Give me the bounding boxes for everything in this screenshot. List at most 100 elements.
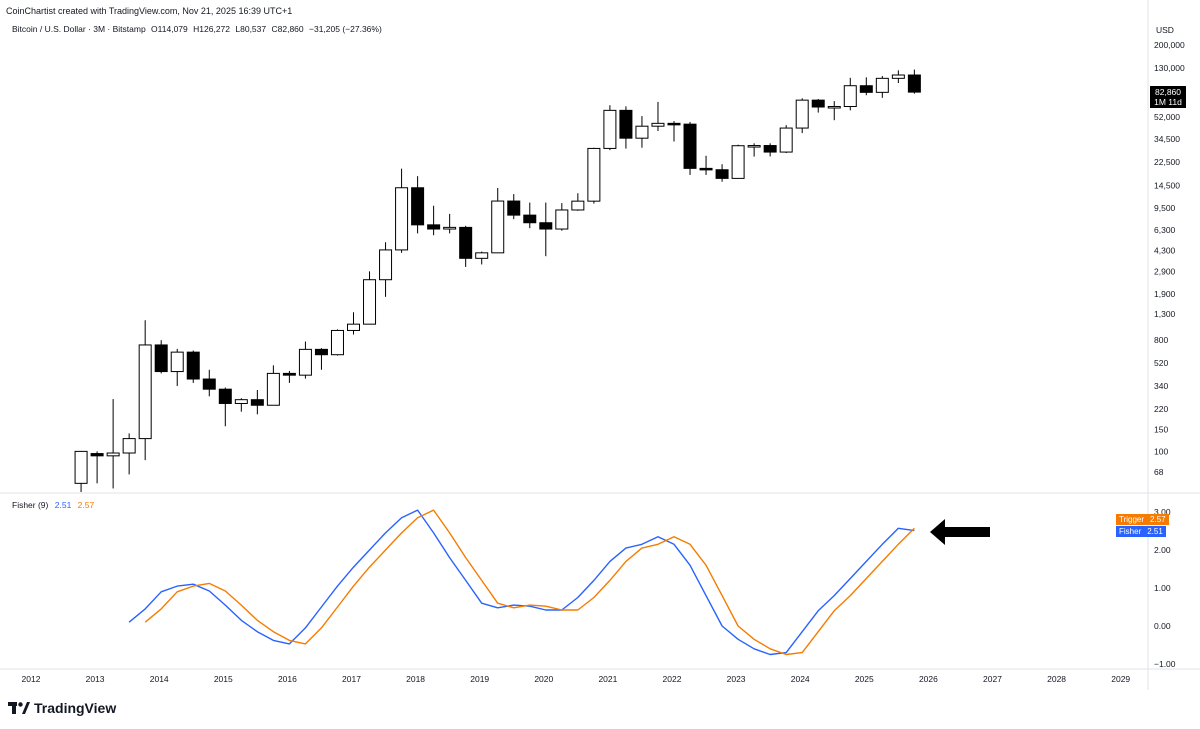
price-tick-label: 52,000 xyxy=(1154,112,1180,122)
candle-body-up xyxy=(363,279,377,325)
fisher-tag-label: Fisher xyxy=(1119,527,1142,536)
candle xyxy=(507,194,521,220)
candle-body-up xyxy=(827,106,841,109)
time-tick-label: 2012 xyxy=(22,674,41,684)
time-tick-label: 2022 xyxy=(663,674,682,684)
candle xyxy=(795,98,809,134)
candle xyxy=(587,147,601,204)
time-tick-label: 2019 xyxy=(470,674,489,684)
candle xyxy=(459,225,473,267)
candle-body-down xyxy=(427,224,441,230)
candle-body-up xyxy=(106,452,120,457)
candle-body-up xyxy=(379,249,393,281)
high-value: H126,272 xyxy=(193,24,231,34)
candle-body-down xyxy=(811,99,825,108)
candle xyxy=(827,101,841,121)
price-tick-label: 2,900 xyxy=(1154,266,1176,276)
fisher-axis: 3.00 2.00 1.00 0.00 −1.00 xyxy=(1154,507,1176,669)
price-tick-label: 68 xyxy=(1154,467,1164,477)
time-tick-label: 2021 xyxy=(598,674,617,684)
low-value: L80,537 xyxy=(235,24,267,34)
candle-body-up xyxy=(731,145,745,179)
tradingview-logo-icon xyxy=(8,702,30,714)
candle-body-up xyxy=(298,348,312,376)
tradingview-logo: TradingView xyxy=(8,700,116,716)
candle xyxy=(298,341,312,379)
candle xyxy=(395,168,409,253)
candle-body-down xyxy=(859,85,873,93)
fisher-legend: Fisher (9) 2.51 2.57 xyxy=(12,500,94,510)
fisher-lines xyxy=(128,509,915,656)
pane-separators xyxy=(0,0,1200,690)
candle xyxy=(891,70,905,84)
candle xyxy=(523,202,537,229)
symbol-legend: Bitcoin / U.S. Dollar · 3M · Bitstamp O1… xyxy=(12,24,385,34)
candle xyxy=(250,390,264,415)
candle-body-up xyxy=(571,200,585,211)
candle xyxy=(347,312,360,335)
price-tick-label: 200,000 xyxy=(1154,40,1185,50)
candle-body-up xyxy=(266,372,280,406)
last-price: 82,860 xyxy=(1155,87,1181,97)
candle xyxy=(779,125,793,154)
candle-body-down xyxy=(459,226,473,259)
candle-body-up xyxy=(395,187,409,251)
candle xyxy=(90,451,104,484)
candle-body-down xyxy=(907,74,921,93)
trigger-tag-label: Trigger xyxy=(1119,515,1145,524)
price-tick-label: 34,500 xyxy=(1154,134,1180,144)
bar-countdown: 1M 11d xyxy=(1154,97,1182,107)
price-tick-label: 1,300 xyxy=(1154,309,1176,319)
price-tick-label: 14,500 xyxy=(1154,180,1180,190)
price-tick-label: 1,900 xyxy=(1154,289,1176,299)
candle xyxy=(411,176,425,234)
candle-body-up xyxy=(795,99,809,129)
candle-body-down xyxy=(539,222,553,230)
fisher-tick-label: 0.00 xyxy=(1154,621,1171,631)
candle-body-up xyxy=(234,399,248,404)
price-tick-label: 130,000 xyxy=(1154,63,1185,73)
candle xyxy=(170,348,184,386)
candle-body-down xyxy=(202,378,216,390)
candle xyxy=(619,106,633,149)
candle xyxy=(667,121,681,142)
price-tick-label: 22,500 xyxy=(1154,157,1180,167)
candle-body-down xyxy=(218,388,232,404)
fisher-legend-name: Fisher (9) xyxy=(12,500,49,510)
trigger-tag-value: 2.57 xyxy=(1150,515,1166,524)
time-tick-label: 2020 xyxy=(534,674,553,684)
price-axis: 200,000 130,000 52,000 34,500 22,500 14,500 9,… xyxy=(1154,40,1185,477)
candle-body-up xyxy=(843,85,857,108)
last-price-tag: 82,860 1M 11d xyxy=(1150,86,1186,108)
candle xyxy=(907,69,921,94)
candle xyxy=(234,398,248,412)
candle-body-up xyxy=(330,329,344,356)
candle-body-up xyxy=(443,226,457,230)
candle xyxy=(106,399,120,489)
time-tick-label: 2026 xyxy=(919,674,938,684)
candle-body-up xyxy=(74,450,88,484)
candle xyxy=(427,205,441,236)
candle xyxy=(122,433,136,475)
time-tick-label: 2016 xyxy=(278,674,297,684)
brand-name: TradingView xyxy=(34,700,117,716)
candle xyxy=(202,369,216,397)
time-tick-label: 2024 xyxy=(791,674,810,684)
candle xyxy=(74,450,88,492)
price-tick-label: 800 xyxy=(1154,335,1168,345)
candle-body-down xyxy=(250,399,264,406)
candle-body-up xyxy=(891,74,905,79)
time-tick-label: 2015 xyxy=(214,674,233,684)
arrow-left-icon xyxy=(930,519,990,545)
candle-body-down xyxy=(154,344,168,373)
fisher-line xyxy=(128,509,915,656)
candle-body-down xyxy=(314,348,328,356)
time-tick-label: 2018 xyxy=(406,674,425,684)
candle-body-down xyxy=(619,109,633,139)
price-tick-label: 9,500 xyxy=(1154,203,1176,213)
candle-body-up xyxy=(138,344,152,440)
candle xyxy=(138,320,152,461)
candle-body-down xyxy=(715,169,729,179)
candle xyxy=(266,365,280,406)
